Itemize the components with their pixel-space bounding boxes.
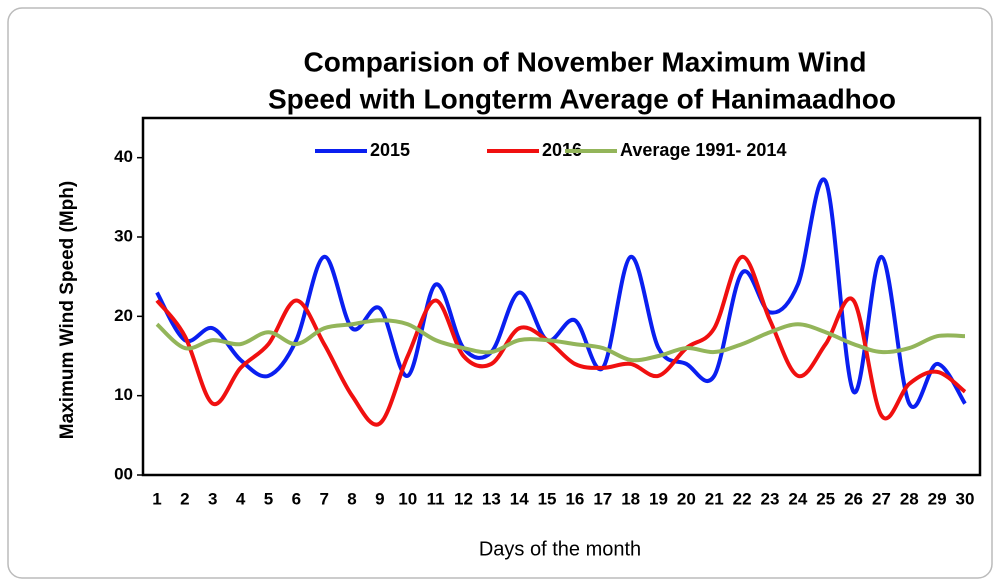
x-tick-label: 19 [649,489,668,508]
chart-title: Comparision of November Maximum Wind [304,46,867,77]
x-tick-label: 25 [816,489,835,508]
x-tick-label: 8 [347,489,356,508]
x-tick-label: 4 [236,489,246,508]
x-tick-label: 11 [427,489,445,508]
x-tick-label: 18 [621,489,640,508]
x-tick-label: 2 [180,489,189,508]
x-tick-label: 7 [319,489,328,508]
chart-title: Speed with Longterm Average of Hanimaadh… [268,83,896,114]
y-tick-label: 30 [114,226,133,245]
x-tick-label: 10 [398,489,417,508]
x-tick-label: 1 [152,489,161,508]
x-tick-label: 14 [510,489,529,508]
x-tick-label: 3 [208,489,217,508]
x-tick-label: 15 [538,489,557,508]
x-tick-label: 17 [593,489,612,508]
series-line [155,318,966,363]
x-tick-label: 29 [928,489,947,508]
x-tick-label: 21 [705,489,724,508]
x-tick-label: 5 [264,489,273,508]
legend-label: Average 1991- 2014 [620,140,786,160]
x-tick-label: 28 [900,489,919,508]
x-tick-label: 13 [482,489,501,508]
plot-frame [141,116,982,477]
x-tick-label: 26 [844,489,863,508]
x-tick-label: 16 [565,489,584,508]
y-tick-label: 00 [114,464,133,483]
x-tick-label: 12 [454,489,473,508]
y-tick-label: 10 [114,385,133,404]
legend-label: 2015 [370,140,410,160]
x-axis-label: Days of the month [479,538,641,560]
x-tick-label: 20 [677,489,696,508]
y-tick-label: 40 [114,147,133,166]
legend-label: 2016 [542,140,582,160]
y-tick-label: 20 [114,306,133,325]
x-tick-label: 23 [761,489,780,508]
x-tick-label: 9 [375,489,384,508]
series-line [155,177,967,409]
x-tick-label: 22 [733,489,752,508]
panel [7,7,993,579]
x-tick-label: 24 [788,489,807,508]
x-tick-label: 30 [956,489,975,508]
series-line [155,254,967,427]
y-axis-label: Maximum Wind Speed (Mph) [57,181,78,439]
x-tick-label: 27 [872,489,891,508]
x-tick-label: 6 [292,489,301,508]
